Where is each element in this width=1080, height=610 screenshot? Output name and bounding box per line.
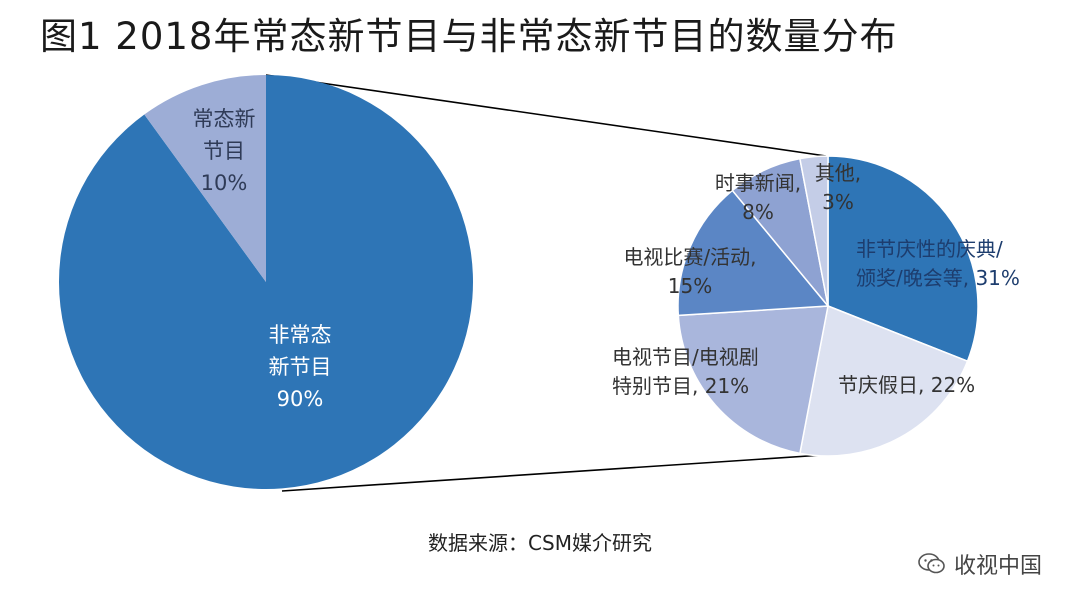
connector-bottom (281, 453, 839, 492)
pie-slice-非节庆性的庆典-颁奖-晚会等 (827, 155, 979, 363)
slice-label-电视比赛-活动-1: 15% (668, 274, 712, 298)
watermark: 收视中国 (918, 548, 1042, 580)
slice-label-非节庆性的庆典-颁奖-晚会等-1: 颁奖/晚会等, 31% (856, 266, 1020, 290)
slice-label-常态新节目-1: 节目 (203, 139, 245, 163)
breakdown-pie-labels: 非节庆性的庆典/颁奖/晚会等, 31% 节庆假日, 22% 电视节目/电视剧特别节目… (612, 161, 1020, 398)
pie-slice-非常态新节目 (58, 75, 473, 489)
slice-label-时事新闻-0: 时事新闻, (715, 171, 801, 195)
slice-label-时事新闻-1: 8% (742, 200, 774, 224)
connector-lines (265, 74, 839, 492)
slice-label-电视节目-电视剧特别节目-1: 特别节目, 21% (612, 374, 749, 398)
slice-label-电视比赛-活动-0: 电视比赛/活动, (623, 245, 756, 269)
slice-label-电视节目-电视剧特别节目-0: 电视节目/电视剧 (612, 345, 759, 369)
slice-label-常态新节目-0: 常态新 (193, 107, 256, 131)
main-pie-labels: 常态新节目 10% 非常态新节目 90% (193, 107, 332, 411)
pie-slice-节庆假日 (799, 304, 969, 457)
breakdown-pie (677, 155, 979, 457)
slice-label-常态新节目-2: 10% (201, 171, 248, 195)
slice-label-其他-0: 其他, (815, 161, 861, 185)
connector-top (265, 74, 827, 157)
slice-label-非常态新节目-1: 新节目 (269, 355, 332, 379)
slice-label-其他-1: 3% (822, 190, 854, 214)
chart-title: 图1 2018年常态新节目与非常态新节目的数量分布 (40, 15, 898, 58)
slice-label-节庆假日-0: 节庆假日, 22% (838, 373, 975, 397)
main-pie (58, 75, 473, 489)
pie-slice-其他 (799, 155, 829, 307)
pie-slice-电视比赛-活动 (677, 189, 830, 317)
watermark-text: 收视中国 (953, 554, 1042, 579)
slice-label-非常态新节目-2: 90% (277, 387, 324, 411)
slice-label-非常态新节目-0: 非常态 (269, 323, 332, 347)
pie-slice-电视节目-电视剧特别节目 (677, 305, 829, 455)
pie-slice-常态新节目 (144, 75, 266, 282)
slice-label-非节庆性的庆典-颁奖-晚会等-0: 非节庆性的庆典/ (856, 237, 1003, 261)
data-source-note: 数据来源：CSM媒介研究 (428, 531, 652, 555)
wechat-icon (918, 553, 945, 574)
